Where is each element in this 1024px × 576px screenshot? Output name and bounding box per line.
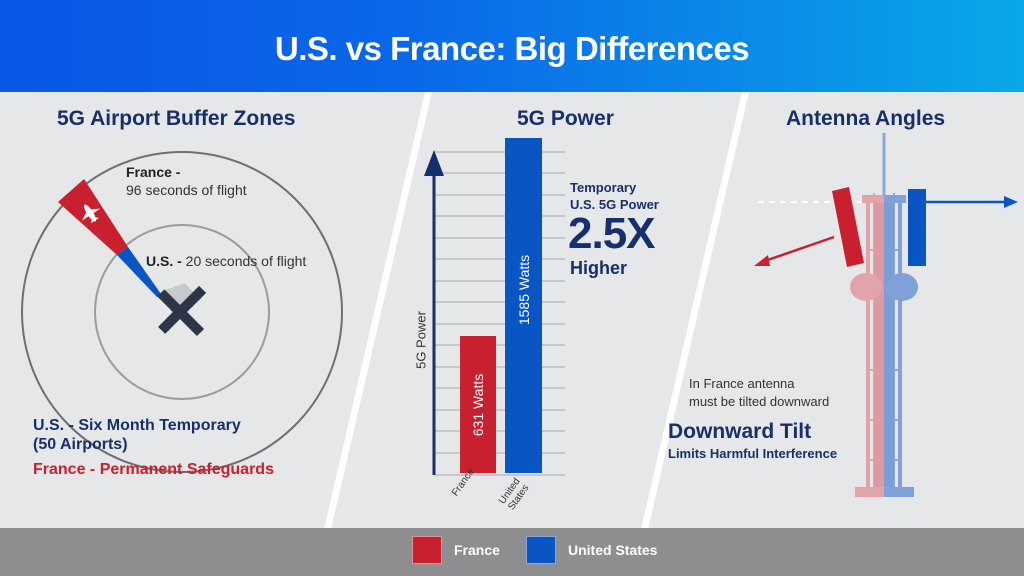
legend-swatch-france	[412, 536, 442, 564]
france-zone-label: France -	[126, 164, 181, 180]
us-zone-line: U.S. - 20 seconds of flight	[146, 253, 306, 269]
legend-item-france: France	[412, 536, 500, 564]
bar-us-label: 1585 Watts	[516, 254, 532, 326]
callout-line2: U.S. 5G Power	[570, 197, 659, 212]
us-zone-label: U.S. -	[146, 253, 182, 269]
france-zone-value: 96 seconds of flight	[126, 182, 247, 198]
legend-bar	[0, 528, 1024, 576]
bar-france-label: 631 Watts	[470, 373, 486, 437]
power-bar-chart	[424, 138, 565, 476]
antenna-headline: Downward Tilt	[668, 420, 812, 443]
bar-united-states	[505, 138, 542, 473]
gridlines	[435, 151, 565, 476]
antenna-subline: Limits Harmful Interference	[668, 446, 838, 461]
bar-france	[460, 336, 496, 473]
callout-line3: Higher	[570, 258, 628, 278]
france-note: France - Permanent Safeguards	[33, 461, 274, 478]
legend-item-us: United States	[526, 536, 657, 564]
us-zone-circle	[94, 224, 270, 400]
legend-label-us: United States	[568, 542, 658, 558]
legend-label-france: France	[454, 542, 500, 558]
us-zone-value: 20 seconds of flight	[185, 253, 307, 269]
antenna-note-line1: In France antenna	[689, 376, 795, 391]
us-wedge	[117, 247, 161, 297]
antenna-title: Antenna Angles	[786, 107, 946, 130]
runway-icon	[157, 285, 207, 337]
arrow-up-icon	[424, 150, 444, 176]
power-title: 5G Power	[517, 107, 614, 130]
buffer-zones-title: 5G Airport Buffer Zones	[57, 107, 296, 130]
legend-swatch-us	[526, 536, 556, 564]
airplane-icon	[81, 204, 101, 224]
cell-tower-icon	[754, 133, 1018, 497]
buffer-zone-diagram	[21, 151, 343, 473]
callout-big: 2.5X	[568, 209, 656, 258]
y-axis-label: 5G Power	[413, 311, 429, 369]
level-antenna-icon	[908, 189, 1018, 266]
header-banner: U.S. vs France: Big Differences	[0, 0, 1024, 92]
france-zone-circle	[21, 151, 343, 473]
us-note-line1: U.S. - Six Month Temporary	[33, 417, 241, 434]
callout-line1: Temporary	[570, 180, 637, 195]
page-title: U.S. vs France: Big Differences	[274, 30, 750, 67]
tilted-antenna-icon	[754, 187, 864, 267]
us-note-line2: (50 Airports)	[33, 436, 128, 453]
antenna-note-line2: must be tilted downward	[689, 394, 830, 409]
